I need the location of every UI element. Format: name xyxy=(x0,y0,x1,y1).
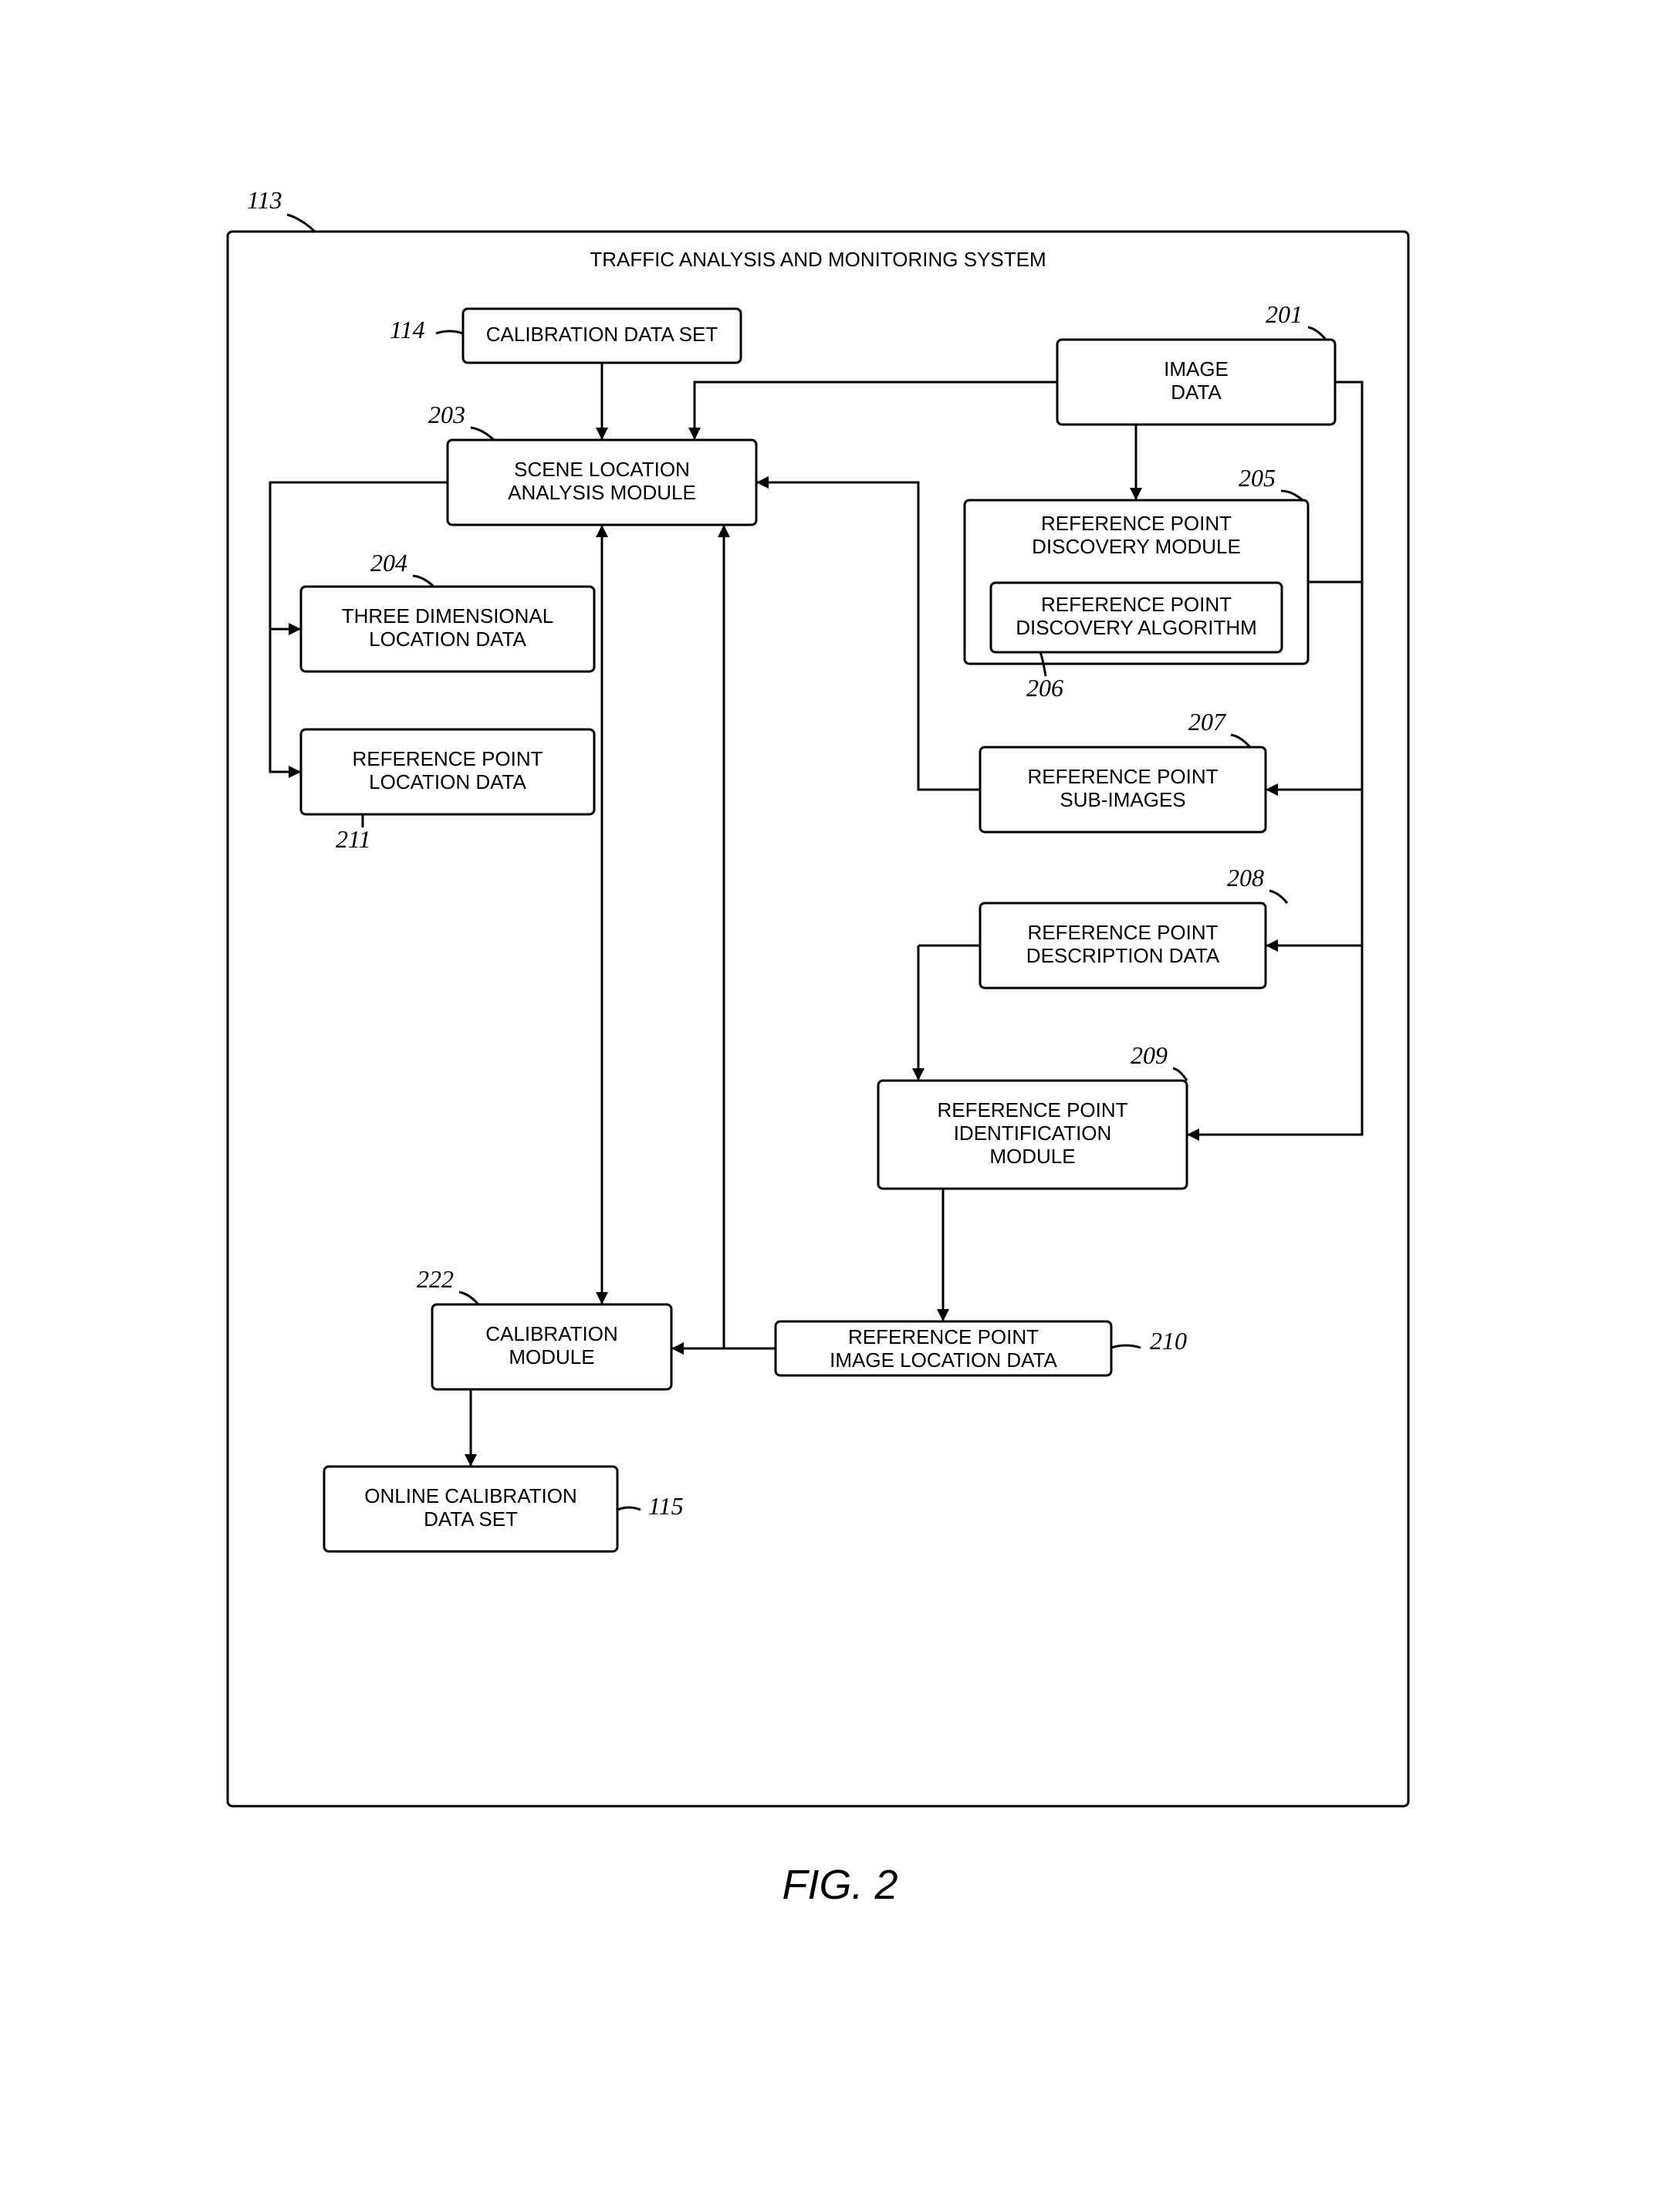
label-rpsi-0: REFERENCE POINT xyxy=(1027,765,1218,788)
ref-rpdd: 208 xyxy=(1227,864,1264,892)
ref-rpld: 211 xyxy=(336,825,371,853)
label-rpdd-0: REFERENCE POINT xyxy=(1027,921,1218,944)
label-rpld-0: REFERENCE POINT xyxy=(352,747,543,770)
ref-rpim: 209 xyxy=(1131,1041,1168,1069)
label-scene-1: ANALYSIS MODULE xyxy=(508,481,696,504)
label-rpsi-1: SUB-IMAGES xyxy=(1060,788,1185,811)
svg-text:113: 113 xyxy=(247,186,282,214)
label-cal-1: MODULE xyxy=(509,1345,594,1369)
ref-scene: 203 xyxy=(428,401,465,428)
ref-cds: 114 xyxy=(390,316,425,343)
label-ocds-1: DATA SET xyxy=(424,1507,518,1531)
label-rpdm-0: REFERENCE POINT xyxy=(1041,512,1232,535)
system-container xyxy=(228,232,1408,1806)
label-scene-0: SCENE LOCATION xyxy=(514,458,690,481)
label-rpda-0: REFERENCE POINT xyxy=(1041,593,1232,616)
label-rpdd-1: DESCRIPTION DATA xyxy=(1026,944,1220,967)
label-rpim-2: MODULE xyxy=(989,1145,1075,1168)
ref-cal: 222 xyxy=(417,1265,454,1293)
ref-rpil: 210 xyxy=(1150,1327,1187,1355)
ref-img: 201 xyxy=(1266,300,1303,328)
ref-tdld: 204 xyxy=(370,549,407,577)
label-tdld-1: LOCATION DATA xyxy=(369,628,526,651)
label-rpim-0: REFERENCE POINT xyxy=(937,1098,1127,1122)
ref-ocds: 115 xyxy=(648,1492,684,1520)
label-rpil-0: REFERENCE POINT xyxy=(848,1325,1039,1348)
label-cds-0: CALIBRATION DATA SET xyxy=(486,323,718,346)
label-img-1: DATA xyxy=(1171,381,1222,404)
label-rpdm-1: DISCOVERY MODULE xyxy=(1032,535,1241,558)
label-tdld-0: THREE DIMENSIONAL xyxy=(342,604,554,628)
label-rpld-1: LOCATION DATA xyxy=(369,770,526,793)
label-cal-0: CALIBRATION xyxy=(485,1322,617,1345)
system-title: TRAFFIC ANALYSIS AND MONITORING SYSTEM xyxy=(590,248,1046,271)
label-rpim-1: IDENTIFICATION xyxy=(954,1122,1112,1145)
ref-rpda: 206 xyxy=(1026,674,1063,702)
label-rpda-1: DISCOVERY ALGORITHM xyxy=(1016,616,1257,639)
ref-rpdm: 205 xyxy=(1239,464,1276,492)
label-img-0: IMAGE xyxy=(1164,357,1229,381)
traffic-diagram: TRAFFIC ANALYSIS AND MONITORING SYSTEM 11… xyxy=(0,0,1680,2189)
figure-label: FIG. 2 xyxy=(782,1862,897,1908)
label-ocds-0: ONLINE CALIBRATION xyxy=(364,1484,576,1507)
label-rpil-1: IMAGE LOCATION DATA xyxy=(830,1348,1057,1372)
ref-rpsi: 207 xyxy=(1188,708,1227,736)
